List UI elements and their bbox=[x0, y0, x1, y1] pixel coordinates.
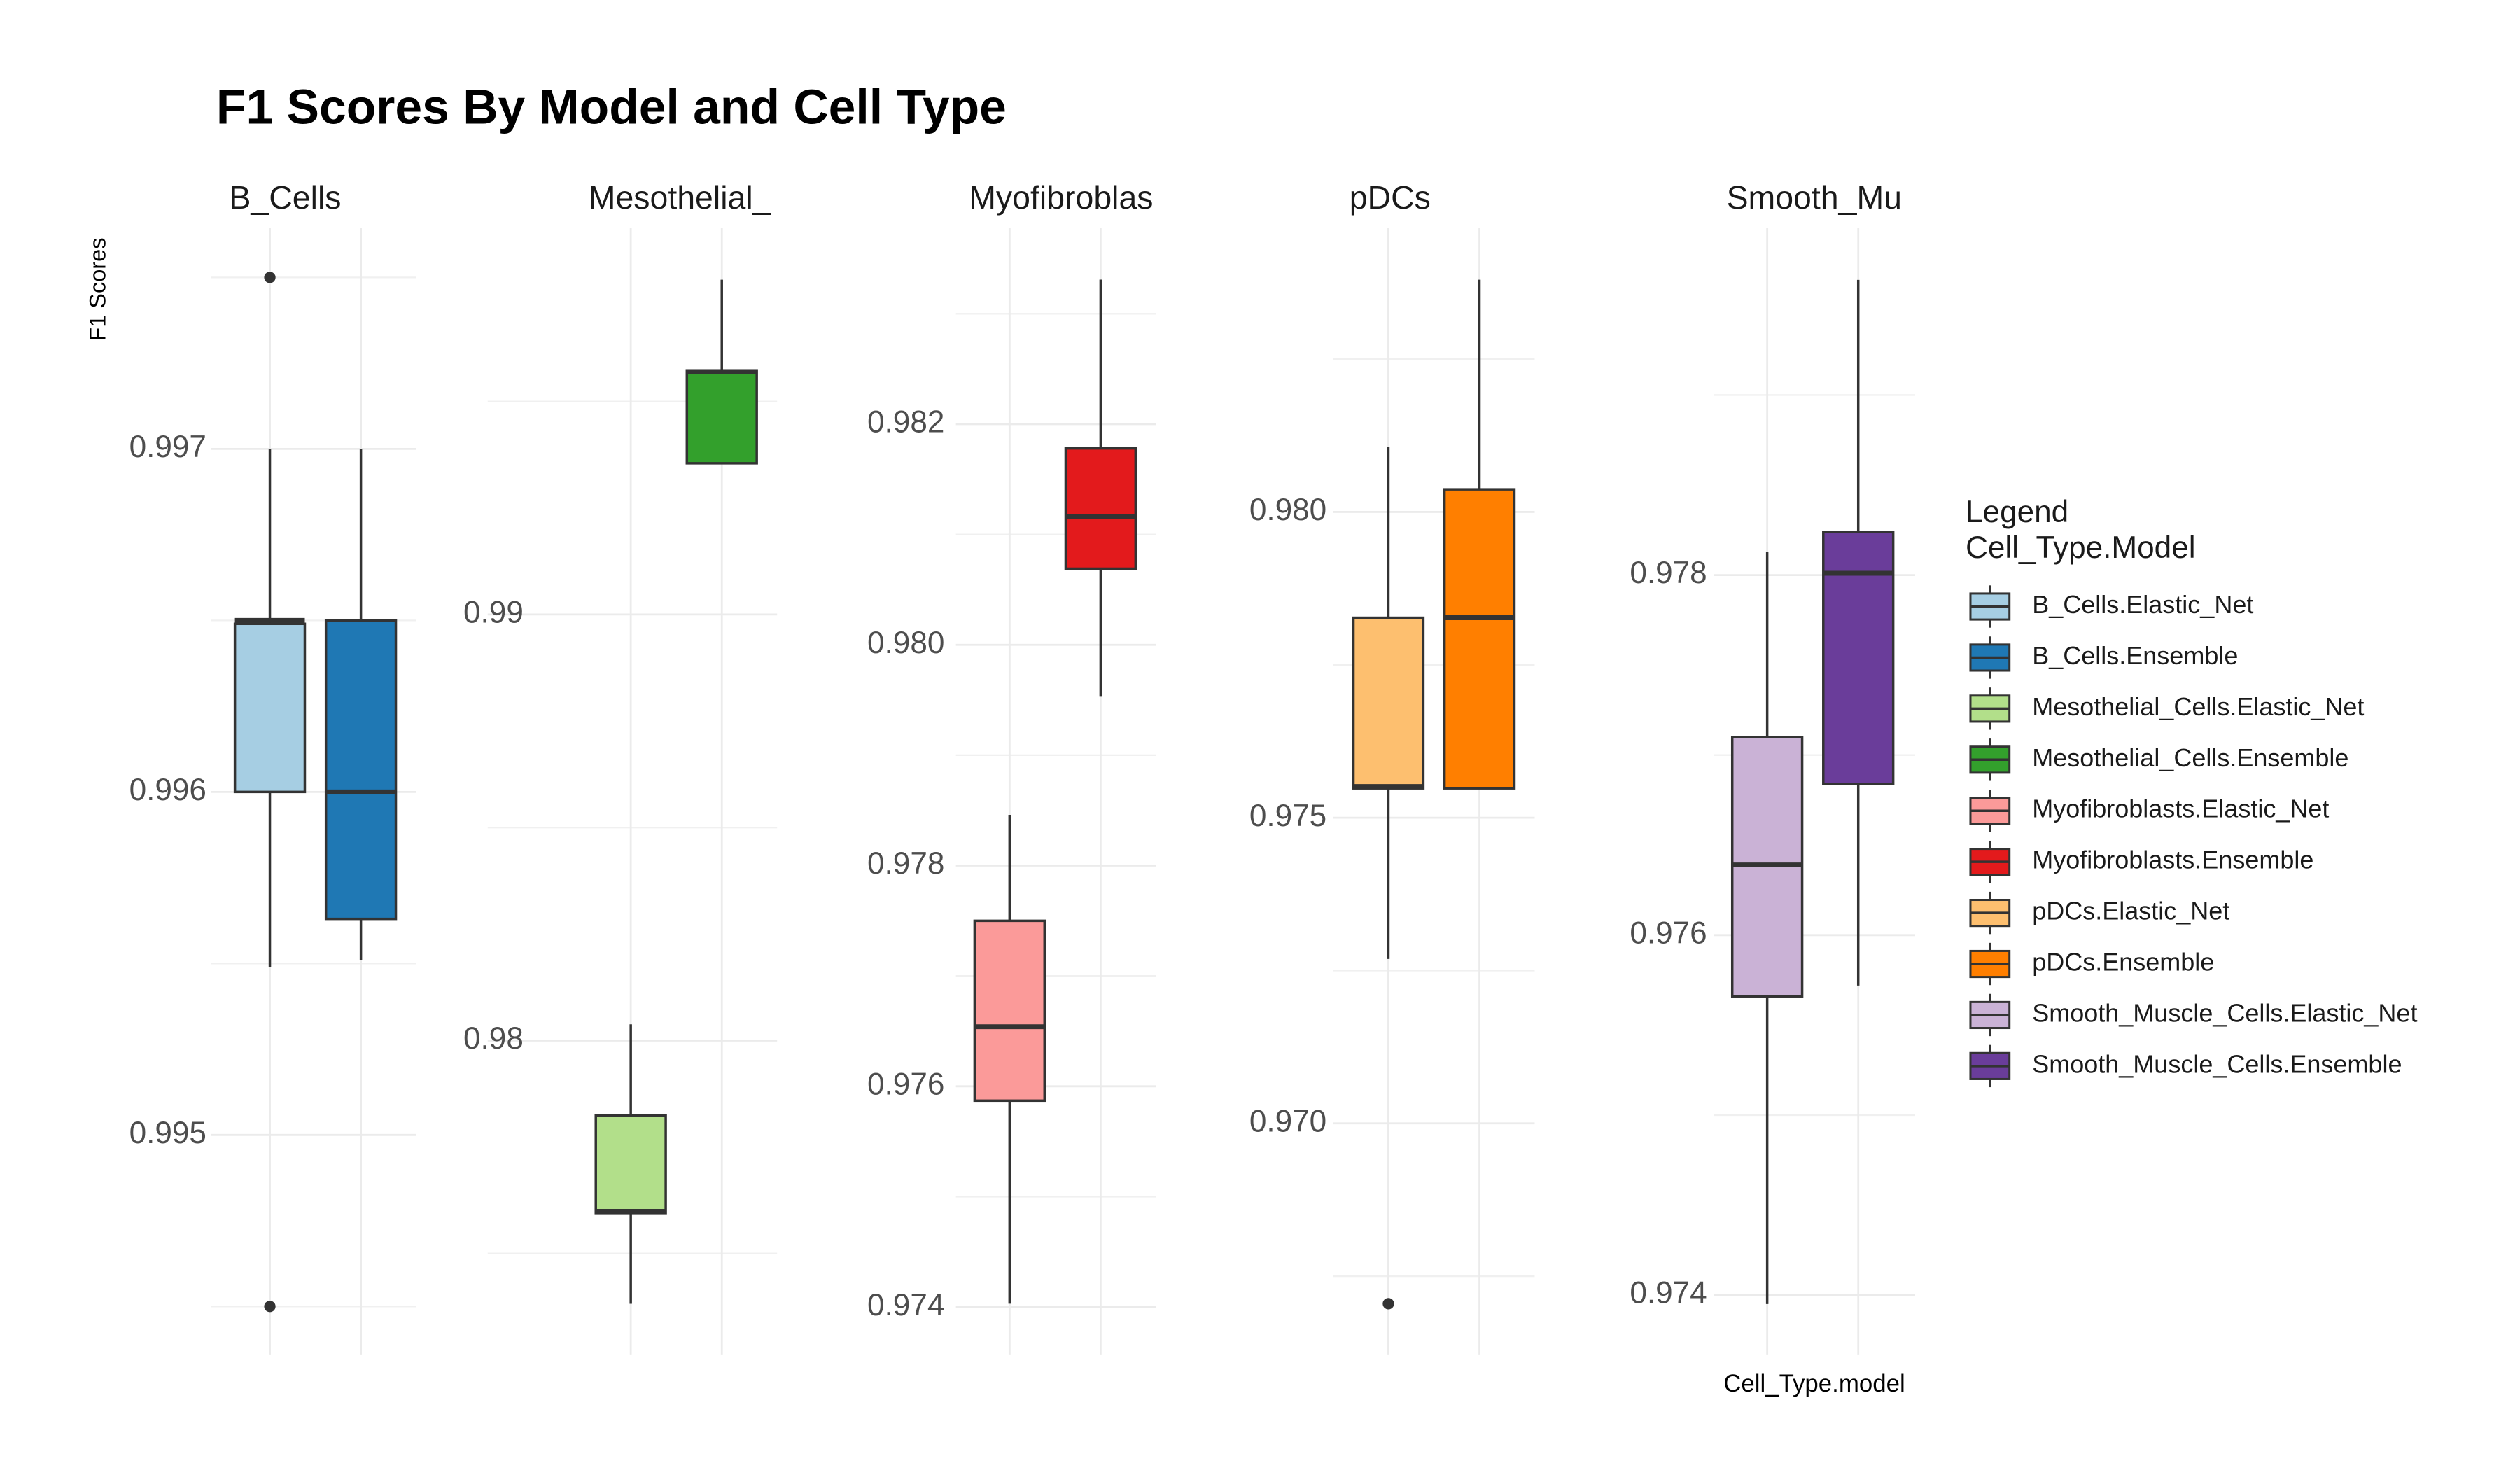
y-tick-label: 0.970 bbox=[1250, 1104, 1326, 1138]
legend-label: B_Cells.Ensemble bbox=[2032, 641, 2238, 670]
y-tick-label: 0.980 bbox=[1250, 493, 1326, 527]
box bbox=[1352, 616, 1425, 790]
box bbox=[685, 369, 758, 465]
y-axis-label: F1 Scores bbox=[85, 238, 110, 342]
facet-label: Mesothelial_ bbox=[589, 179, 772, 216]
y-tick-label: 0.997 bbox=[130, 430, 206, 464]
legend-label: pDCs.Elastic_Net bbox=[2032, 897, 2230, 925]
box bbox=[1064, 447, 1138, 570]
y-tick-label: 0.996 bbox=[130, 773, 206, 807]
outlier bbox=[264, 272, 276, 284]
legend-title: Cell_Type.Model bbox=[1966, 531, 2196, 565]
outlier bbox=[1382, 1298, 1394, 1310]
y-tick-label: 0.99 bbox=[463, 596, 524, 630]
legend-label: Myofibroblasts.Elastic_Net bbox=[2032, 794, 2329, 823]
box bbox=[973, 919, 1046, 1102]
box bbox=[1443, 488, 1516, 790]
box bbox=[594, 1114, 667, 1214]
chart-title: F1 Scores By Model and Cell Type bbox=[216, 80, 1007, 134]
y-tick-label: 0.980 bbox=[867, 626, 944, 660]
box bbox=[324, 619, 398, 920]
y-tick-label: 0.974 bbox=[867, 1288, 944, 1322]
legend-label: Mesothelial_Cells.Ensemble bbox=[2032, 743, 2348, 772]
y-tick-label: 0.975 bbox=[1250, 799, 1326, 833]
legend-label: Smooth_Muscle_Cells.Ensemble bbox=[2032, 1049, 2402, 1078]
y-tick-label: 0.976 bbox=[867, 1067, 944, 1101]
y-tick-label: 0.974 bbox=[1630, 1276, 1707, 1310]
box bbox=[233, 622, 307, 794]
y-tick-label: 0.995 bbox=[130, 1116, 206, 1150]
facet-label: Smooth_Mu bbox=[1727, 179, 1902, 216]
facet-label: B_Cells bbox=[229, 179, 341, 216]
outlier bbox=[264, 1301, 276, 1312]
facet-label: pDCs bbox=[1350, 179, 1431, 216]
x-axis-label: Cell_Type.model bbox=[1723, 1370, 1905, 1397]
box bbox=[1822, 531, 1895, 785]
legend-title: Legend bbox=[1966, 495, 2068, 529]
y-tick-label: 0.978 bbox=[1630, 556, 1707, 590]
y-tick-label: 0.982 bbox=[867, 405, 944, 440]
y-tick-label: 0.98 bbox=[463, 1021, 524, 1056]
legend-label: Myofibroblasts.Ensemble bbox=[2032, 846, 2314, 874]
legend-label: Smooth_Muscle_Cells.Elastic_Net bbox=[2032, 998, 2417, 1027]
legend-label: B_Cells.Elastic_Net bbox=[2032, 590, 2253, 619]
legend-label: Mesothelial_Cells.Elastic_Net bbox=[2032, 692, 2364, 721]
y-tick-label: 0.976 bbox=[1630, 916, 1707, 950]
y-tick-label: 0.978 bbox=[867, 846, 944, 881]
legend-label: pDCs.Ensemble bbox=[2032, 948, 2214, 976]
facet-label: Myofibroblas bbox=[969, 179, 1153, 216]
